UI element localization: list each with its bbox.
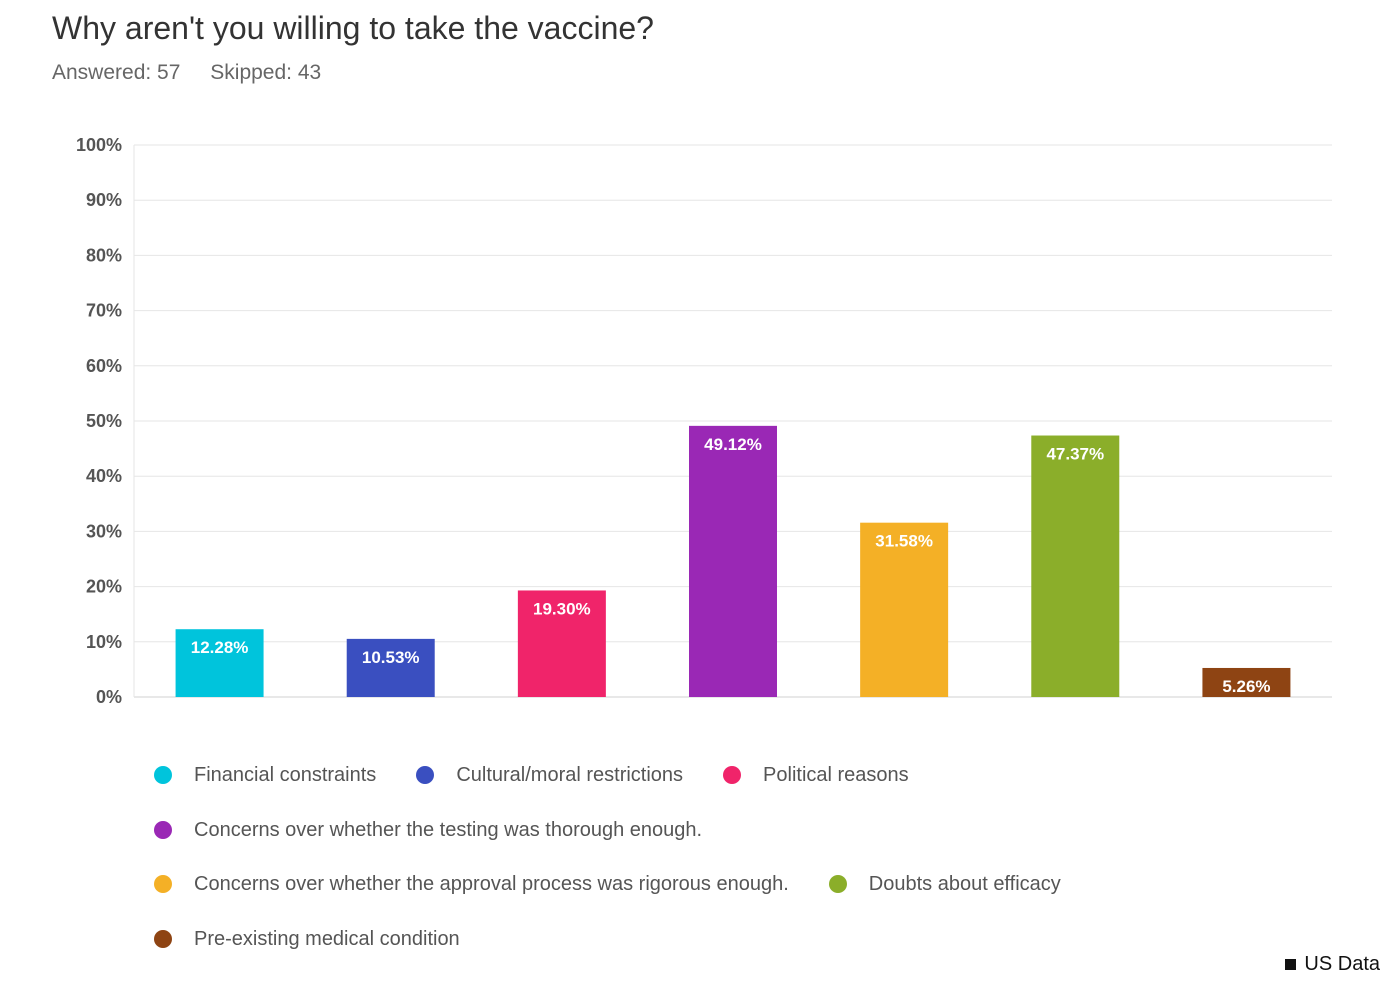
y-tick-label: 80% (86, 245, 122, 265)
bar (1031, 435, 1120, 697)
legend-dot-icon (154, 875, 172, 893)
y-tick-label: 30% (86, 521, 122, 541)
legend-label: Concerns over whether the approval proce… (194, 872, 789, 895)
legend-item: Financial constraints (154, 764, 376, 787)
legend-row: Pre-existing medical condition (154, 927, 500, 951)
bar-value-label: 31.58% (875, 532, 933, 551)
legend-dot-icon (416, 766, 435, 784)
bar-value-label: 5.26% (1222, 677, 1270, 696)
bar-value-label: 47.37% (1046, 445, 1104, 464)
bar-value-label: 19.30% (533, 599, 591, 618)
bar (517, 590, 606, 697)
square-icon (1285, 959, 1297, 970)
y-tick-label: 70% (86, 301, 122, 321)
bar (175, 629, 264, 697)
bar (1202, 667, 1291, 697)
bar (346, 638, 435, 697)
legend-item: Political reasons (723, 764, 909, 787)
legend-label: Financial constraints (194, 763, 377, 786)
legend-item: Concerns over whether the testing was th… (154, 819, 702, 842)
source-label: US Data (1304, 953, 1380, 975)
bar-value-label: 49.12% (704, 435, 762, 454)
y-tick-label: 20% (86, 577, 122, 597)
y-tick-label: 40% (86, 466, 122, 486)
legend-dot-icon (828, 875, 847, 893)
legend-label: Cultural/moral restrictions (456, 763, 684, 786)
legend-item: Cultural/moral restrictions (416, 764, 683, 787)
bar-value-label: 12.28% (191, 638, 249, 657)
y-tick-label: 60% (86, 356, 122, 376)
legend-row: Concerns over whether the approval proce… (154, 872, 1101, 896)
bar-value-label: 10.53% (362, 648, 420, 667)
legend-dot-icon (723, 766, 742, 784)
page-title: Why aren't you willing to take the vacci… (52, 10, 654, 46)
legend-label: Concerns over whether the testing was th… (194, 818, 703, 841)
legend-item: Doubts about efficacy (828, 872, 1061, 896)
legend-row: Concerns over whether the testing was th… (154, 818, 742, 842)
bar (689, 425, 777, 697)
legend-dot-icon (154, 766, 172, 784)
legend-label: Political reasons (763, 763, 909, 786)
legend-row: Financial constraints Cultural/moral rest… (154, 763, 949, 787)
y-tick-label: 100% (76, 135, 122, 155)
response-stats: Answered: 57 Skipped: 43 (52, 61, 345, 85)
y-tick-label: 90% (86, 190, 122, 210)
y-tick-label: 0% (96, 687, 122, 707)
legend-item: Pre-existing medical condition (154, 928, 460, 951)
legend-item: Concerns over whether the approval proce… (154, 873, 789, 896)
y-tick-label: 10% (86, 632, 122, 652)
answered-count: Answered: 57 (52, 61, 181, 84)
legend-label: Doubts about efficacy (868, 872, 1061, 895)
legend-label: Pre-existing medical condition (194, 927, 460, 950)
legend-dot-icon (154, 821, 172, 839)
bar (860, 522, 949, 697)
legend-dot-icon (154, 930, 172, 948)
source-note: US Data (1285, 953, 1380, 976)
y-tick-label: 50% (86, 411, 122, 431)
skipped-count: Skipped: 43 (210, 61, 322, 84)
bar-chart: 0% 10% 20% 30% 40% 50% 60% 70% 80% 90% 100% 12.28% 1… (76, 135, 1332, 707)
